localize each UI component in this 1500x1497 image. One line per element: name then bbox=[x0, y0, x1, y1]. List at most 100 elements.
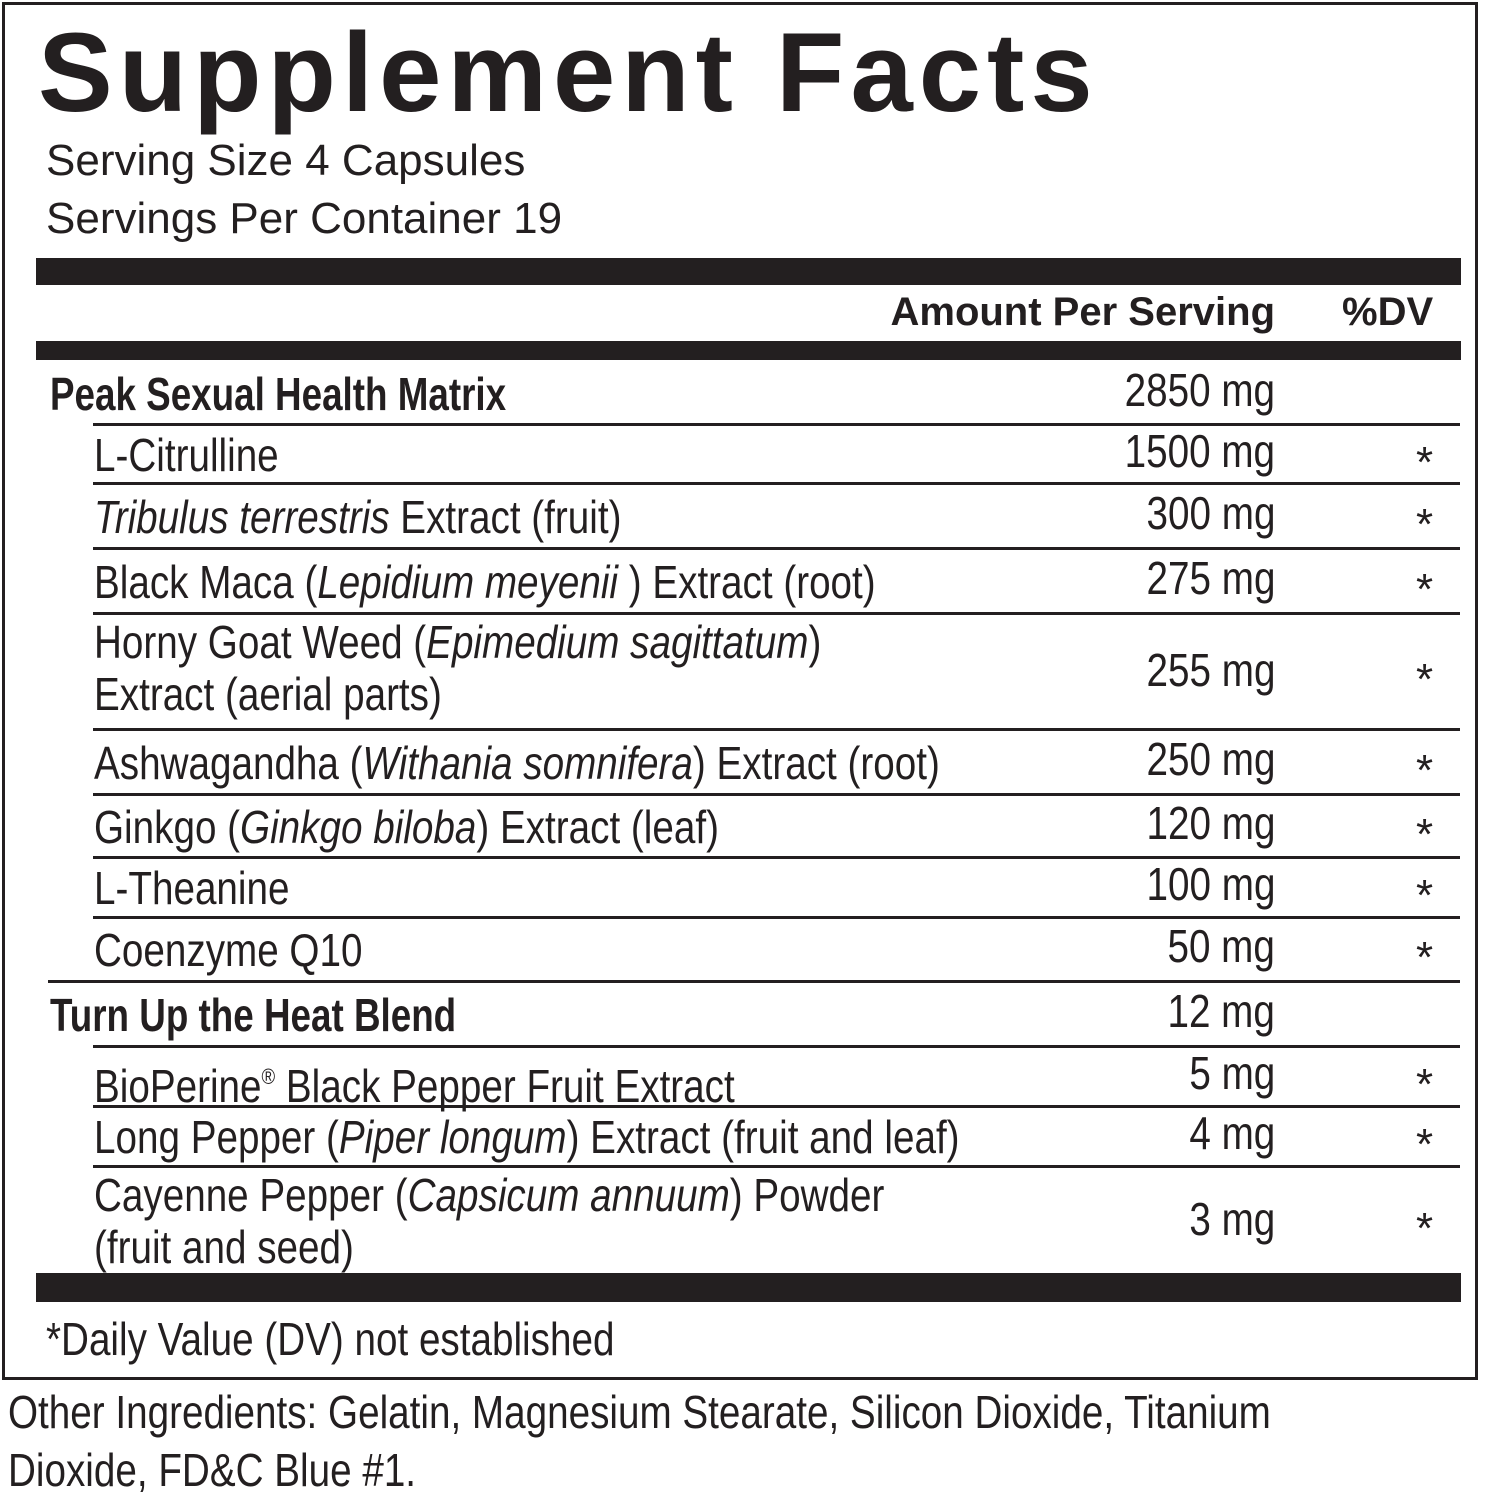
name-text: Ginkgo ( bbox=[94, 800, 241, 853]
name-text: Long Pepper ( bbox=[94, 1111, 339, 1163]
ingredient-row: Black Maca (Lepidium meyenii ) Extract (… bbox=[0, 547, 1480, 614]
row-divider bbox=[93, 1165, 1460, 1168]
amount-value: 275 mg bbox=[1146, 551, 1275, 604]
name-text: ) bbox=[808, 616, 822, 668]
latin-name: Epimedium sagittatum bbox=[426, 616, 809, 668]
ingredient-name: Ashwagandha (Withania somnifera) Extract… bbox=[94, 737, 940, 789]
name-text: (fruit and seed) bbox=[94, 1221, 354, 1273]
name-text: Ashwagandha ( bbox=[94, 736, 363, 789]
dv-value: * bbox=[1416, 1120, 1434, 1169]
row-divider bbox=[93, 1045, 1460, 1048]
name-text: Extract (fruit) bbox=[389, 490, 622, 543]
ingredient-name: L-Theanine bbox=[94, 862, 289, 914]
servings-per-container: Servings Per Container 19 bbox=[46, 194, 563, 243]
ingredient-name: Cayenne Pepper (Capsicum annuum) Powder (… bbox=[94, 1169, 884, 1273]
row-divider bbox=[93, 728, 1460, 731]
row-divider bbox=[93, 916, 1460, 919]
dv-value: * bbox=[1416, 809, 1434, 859]
amount-per-serving-header: Amount Per Serving bbox=[890, 290, 1275, 334]
name-text: ) Powder bbox=[729, 1169, 885, 1221]
ingredient-name: BioPerine® Black Pepper Fruit Extract bbox=[94, 1051, 735, 1112]
row-divider bbox=[93, 547, 1460, 550]
row-divider bbox=[93, 482, 1460, 485]
amount-value: 50 mg bbox=[1167, 920, 1275, 972]
amount-value: 300 mg bbox=[1146, 486, 1275, 539]
latin-name: Tribulus terrestris bbox=[94, 490, 390, 543]
name-text: BioPerine bbox=[94, 1060, 262, 1112]
row-divider bbox=[93, 612, 1460, 615]
thick-divider bbox=[36, 341, 1461, 360]
row-divider bbox=[93, 856, 1460, 859]
name-text: Horny Goat Weed ( bbox=[94, 616, 427, 668]
name-text: ) Extract (root) bbox=[692, 736, 940, 789]
name-text: Turn Up the Heat Blend bbox=[50, 988, 457, 1041]
dv-value: * bbox=[1416, 1204, 1434, 1253]
dv-value: * bbox=[1416, 499, 1434, 549]
ingredient-row: Coenzyme Q10 50 mg * bbox=[0, 916, 1480, 982]
other-ingredients-line2: Dioxide, FD&C Blue #1. bbox=[8, 1444, 417, 1496]
thick-divider bbox=[36, 258, 1461, 285]
name-text: Black Pepper Fruit Extract bbox=[275, 1060, 735, 1112]
dv-value: * bbox=[1416, 437, 1434, 487]
dv-value: * bbox=[1416, 933, 1434, 982]
other-ingredients-line1: Other Ingredients: Gelatin, Magnesium St… bbox=[8, 1386, 1271, 1438]
footnote: *Daily Value (DV) not established bbox=[46, 1313, 615, 1365]
blend-row: Peak Sexual Health Matrix 2850 mg bbox=[0, 360, 1480, 423]
name-text: L-Citrulline bbox=[94, 428, 279, 481]
row-divider bbox=[93, 793, 1460, 796]
latin-name: Capsicum annuum bbox=[407, 1169, 730, 1221]
serving-size: Serving Size 4 Capsules bbox=[46, 136, 526, 185]
name-text: ) Extract (leaf) bbox=[476, 800, 719, 853]
amount-value: 1500 mg bbox=[1124, 424, 1275, 477]
name-text: L-Theanine bbox=[94, 862, 290, 914]
name-text: Extract (aerial parts) bbox=[94, 668, 442, 720]
dv-header: %DV bbox=[1342, 290, 1434, 334]
ingredient-name: Tribulus terrestris Extract (fruit) bbox=[94, 491, 621, 543]
latin-name: Ginkgo biloba bbox=[240, 800, 477, 853]
ingredient-row: Cayenne Pepper (Capsicum annuum) Powder (… bbox=[0, 1165, 1480, 1273]
supplement-facts-panel bbox=[2, 2, 1478, 1380]
amount-value: 250 mg bbox=[1146, 732, 1275, 785]
ingredient-name: Ginkgo (Ginkgo biloba) Extract (leaf) bbox=[94, 801, 719, 853]
amount-value: 100 mg bbox=[1146, 858, 1275, 910]
ingredient-name: Black Maca (Lepidium meyenii ) Extract (… bbox=[94, 556, 876, 608]
amount-value: 120 mg bbox=[1146, 796, 1275, 849]
name-text: ) Extract (fruit and leaf) bbox=[566, 1111, 960, 1163]
dv-value: * bbox=[1416, 564, 1434, 614]
amount-value: 3 mg bbox=[1189, 1193, 1275, 1245]
panel-title: Supplement Facts bbox=[38, 10, 1099, 135]
dv-value: * bbox=[1416, 745, 1434, 795]
amount-value: 5 mg bbox=[1189, 1047, 1275, 1099]
amount-value: 2850 mg bbox=[1124, 363, 1275, 416]
ingredient-row: Ashwagandha (Withania somnifera) Extract… bbox=[0, 728, 1480, 795]
ingredient-name: Turn Up the Heat Blend bbox=[50, 989, 456, 1041]
thick-divider bbox=[36, 1273, 1461, 1302]
latin-name: Withania somnifera bbox=[362, 736, 693, 789]
name-text: Coenzyme Q10 bbox=[94, 924, 363, 976]
row-divider bbox=[93, 423, 1460, 426]
ingredient-row: BioPerine® Black Pepper Fruit Extract 5 m… bbox=[0, 1045, 1480, 1112]
ingredient-row: Horny Goat Weed (Epimedium sagittatum) Ex… bbox=[0, 612, 1480, 728]
amount-value: 4 mg bbox=[1189, 1107, 1275, 1159]
ingredient-row: L-Theanine 100 mg * bbox=[0, 856, 1480, 920]
ingredient-row: Long Pepper (Piper longum) Extract (frui… bbox=[0, 1105, 1480, 1169]
dv-value: * bbox=[1416, 655, 1434, 704]
latin-name: Lepidium meyenii bbox=[317, 555, 619, 608]
ingredient-name: Coenzyme Q10 bbox=[94, 924, 362, 976]
dv-value: * bbox=[1416, 871, 1434, 920]
ingredient-name: Horny Goat Weed (Epimedium sagittatum) Ex… bbox=[94, 616, 821, 720]
ingredient-name: Peak Sexual Health Matrix bbox=[50, 368, 506, 420]
amount-value: 12 mg bbox=[1167, 984, 1275, 1037]
name-text: Peak Sexual Health Matrix bbox=[50, 367, 507, 420]
blend-row: Turn Up the Heat Blend 12 mg bbox=[0, 980, 1480, 1045]
ingredient-name: L-Citrulline bbox=[94, 429, 279, 481]
ingredient-name: Long Pepper (Piper longum) Extract (frui… bbox=[94, 1111, 960, 1163]
name-text: ) Extract (root) bbox=[618, 555, 876, 608]
ingredient-row: Tribulus terrestris Extract (fruit) 300 m… bbox=[0, 482, 1480, 549]
latin-name: Piper longum bbox=[338, 1111, 567, 1163]
ingredient-row: Ginkgo (Ginkgo biloba) Extract (leaf) 120… bbox=[0, 793, 1480, 859]
registered-mark: ® bbox=[261, 1064, 276, 1089]
name-text: Cayenne Pepper ( bbox=[94, 1169, 408, 1221]
row-divider bbox=[48, 980, 1460, 983]
name-text: Black Maca ( bbox=[94, 555, 318, 608]
